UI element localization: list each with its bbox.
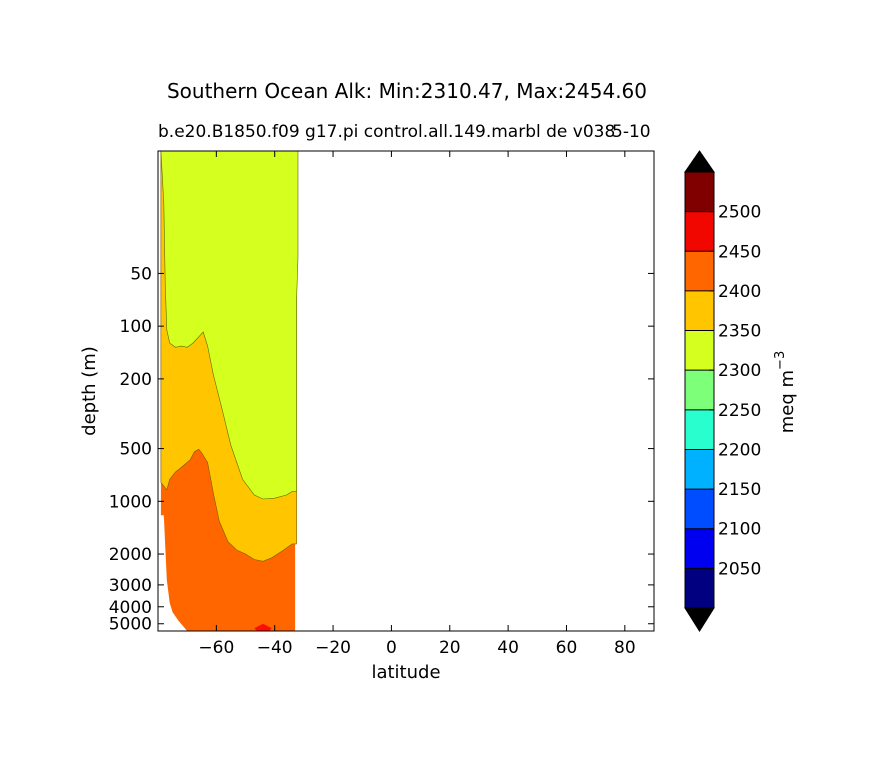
x-tick-label: −40 (257, 638, 293, 658)
y-axis-label: depth (m) (79, 346, 100, 436)
x-axis-label: latitude (371, 662, 440, 683)
colorbar-segment (685, 211, 714, 252)
colorbar-tick-label: 2150 (718, 480, 761, 500)
colorbar-segment (685, 528, 714, 569)
colorbar-label: meq m−3 (773, 351, 798, 433)
contour-regions (160, 150, 299, 631)
colorbar: 2050 2100 2150 2200 2250 2300 2350 2400 2450 2500 (684, 150, 761, 632)
y-tick-label: 3000 (109, 576, 152, 596)
y-tick-label: 2000 (109, 545, 152, 565)
colorbar-segment (685, 330, 714, 371)
y-tick-label: 50 (130, 264, 152, 284)
contour-region-2450-2500 (254, 623, 272, 631)
chart-title: Southern Ocean Alk: Min:2310.47, Max:245… (167, 79, 647, 103)
colorbar-segment (685, 370, 714, 410)
y-tick-label: 4000 (109, 598, 152, 618)
x-tick-label: 80 (614, 638, 636, 658)
colorbar-segment (685, 290, 714, 331)
y-tick-label: 5000 (109, 615, 152, 635)
plot-area: −60 −40 −20 0 20 40 60 80 50 100 200 500 1000 2000 30… (109, 150, 655, 658)
colorbar-tick-label: 2400 (718, 282, 761, 302)
chart-subtitle-right: 5-10 (612, 122, 651, 142)
x-tick-label: −60 (198, 638, 234, 658)
y-tick-label: 500 (120, 440, 152, 460)
colorbar-tick-label: 2250 (718, 401, 761, 421)
chart-subtitle: b.e20.B1850.f09 g17.pi control.all.149.m… (158, 122, 615, 142)
colorbar-segment (685, 251, 714, 291)
colorbar-tick-label: 2200 (718, 440, 761, 460)
colorbar-tick-label: 2100 (718, 520, 761, 540)
colorbar-extend-max (684, 150, 715, 173)
colorbar-extend-min (684, 607, 715, 632)
contour-region-2300-2350 (160, 150, 299, 500)
colorbar-segment (685, 409, 714, 450)
colorbar-tick-label: 2500 (718, 203, 761, 223)
x-tick-label: −20 (315, 638, 351, 658)
x-tick-label: 20 (439, 638, 461, 658)
colorbar-tick-label: 2450 (718, 242, 761, 262)
y-tick-label: 200 (120, 370, 152, 390)
colorbar-label-exponent: −3 (773, 351, 788, 370)
colorbar-tick-label: 2050 (718, 559, 761, 579)
y-tick-label: 1000 (109, 492, 152, 512)
colorbar-segment (685, 172, 714, 212)
colorbar-tick-label: 2300 (718, 361, 761, 381)
y-tick-label: 100 (120, 317, 152, 337)
colorbar-label-base: meq m (777, 370, 798, 433)
colorbar-segment (685, 568, 714, 608)
colorbar-tick-label: 2350 (718, 322, 761, 342)
x-tick-label: 0 (386, 638, 397, 658)
x-axis: −60 −40 −20 0 20 40 60 80 (198, 151, 636, 658)
colorbar-frame (684, 171, 715, 609)
colorbar-segment (685, 449, 714, 490)
x-tick-label: 60 (556, 638, 578, 658)
x-tick-label: 40 (497, 638, 519, 658)
colorbar-segment (685, 489, 714, 529)
plot-frame (157, 150, 655, 632)
